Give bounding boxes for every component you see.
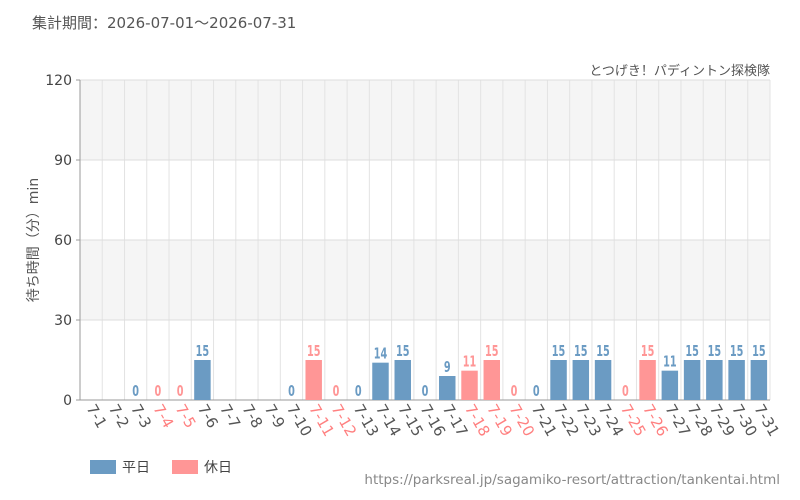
x-tick-label-7-8: 7-8	[238, 401, 266, 431]
x-tick-label-7-6: 7-6	[194, 401, 222, 431]
bar-7-17	[439, 376, 456, 400]
source-url: https://parksreal.jp/sagamiko-resort/att…	[364, 472, 780, 488]
data-label-7-29: 15	[708, 343, 722, 360]
x-tick-label-7-2: 7-2	[105, 401, 133, 431]
legend-item-holiday: 休日	[172, 457, 232, 477]
attraction-name: とつげき！パディントン探検隊	[589, 64, 770, 79]
holiday-swatch	[172, 460, 198, 474]
bar-7-28	[683, 360, 701, 400]
data-label-7-21: 0	[533, 383, 540, 400]
data-label-7-25: 0	[622, 383, 629, 400]
data-label-7-20: 0	[511, 383, 518, 400]
bars	[127, 360, 768, 401]
grid-lines	[79, 79, 771, 401]
plot-band	[80, 240, 770, 320]
bar-7-23	[572, 360, 590, 400]
y-tick-label: 90	[54, 153, 72, 169]
y-tick-label: 30	[54, 313, 72, 329]
bar-7-18	[461, 370, 478, 400]
x-tick-label-7-5: 7-5	[172, 401, 200, 431]
data-label-7-22: 15	[552, 343, 566, 360]
bar-7-11	[305, 360, 322, 400]
bar-7-24	[594, 360, 612, 400]
bar-7-29	[706, 360, 723, 400]
y-tick-label: 0	[63, 393, 72, 409]
data-label-7-23: 15	[574, 343, 588, 360]
bar-7-26	[639, 360, 656, 400]
period-label: 集計期間：2026-07-01～2026-07-31	[32, 14, 297, 32]
data-label-7-5: 0	[177, 383, 184, 400]
weekday-swatch	[90, 460, 116, 474]
legend-item-weekday: 平日	[90, 457, 150, 477]
legend-holiday-label: 休日	[204, 460, 232, 476]
data-label-7-15: 15	[396, 343, 410, 360]
data-label-7-16: 0	[422, 383, 429, 400]
data-label-7-11: 15	[307, 343, 321, 360]
x-tick-label-7-1: 7-1	[83, 401, 111, 431]
y-tick-label: 120	[45, 73, 72, 89]
bar-7-6	[194, 360, 211, 400]
data-label-7-26: 15	[641, 343, 655, 360]
x-tick-label-7-4: 7-4	[149, 401, 177, 431]
plot-band	[80, 80, 770, 160]
legend: 平日 休日	[90, 457, 254, 477]
x-tick-label-7-9: 7-9	[261, 401, 289, 431]
bar-7-27	[661, 370, 679, 400]
x-tick-label-7-7: 7-7	[216, 401, 244, 431]
data-label-7-24: 15	[596, 343, 610, 360]
y-axis-label: 待ち時間（分）min	[26, 178, 42, 302]
data-label-7-28: 15	[685, 343, 699, 360]
bar-7-30	[728, 360, 745, 400]
x-tick-labels: 7-17-27-37-47-57-67-77-87-97-107-117-127…	[83, 401, 783, 439]
data-label-7-3: 0	[132, 383, 139, 400]
data-label-7-12: 0	[333, 383, 340, 400]
bar-7-15	[394, 360, 411, 400]
data-label-7-19: 15	[485, 343, 499, 360]
data-label-7-4: 0	[155, 383, 162, 400]
data-label-7-27: 11	[663, 354, 677, 371]
y-tick-label: 60	[54, 233, 72, 249]
data-label-7-31: 15	[752, 343, 766, 360]
data-label-7-13: 0	[355, 383, 362, 400]
data-label-7-30: 15	[730, 343, 744, 360]
data-label-7-14: 14	[374, 346, 388, 363]
bar-7-22	[550, 360, 567, 400]
plot-band	[80, 160, 770, 240]
bar-7-14	[372, 362, 389, 400]
bar-7-19	[483, 360, 501, 400]
data-label-7-6: 15	[196, 343, 210, 360]
plot-background	[80, 80, 770, 400]
x-tick-label-7-3: 7-3	[127, 401, 155, 431]
legend-weekday-label: 平日	[122, 460, 150, 476]
y-tick-labels: 0 30 60 90 120	[45, 73, 80, 409]
bar-7-31	[750, 360, 768, 400]
data-label-7-18: 11	[463, 354, 477, 371]
data-label-7-10: 0	[288, 383, 295, 400]
data-label-7-17: 9	[444, 359, 451, 376]
